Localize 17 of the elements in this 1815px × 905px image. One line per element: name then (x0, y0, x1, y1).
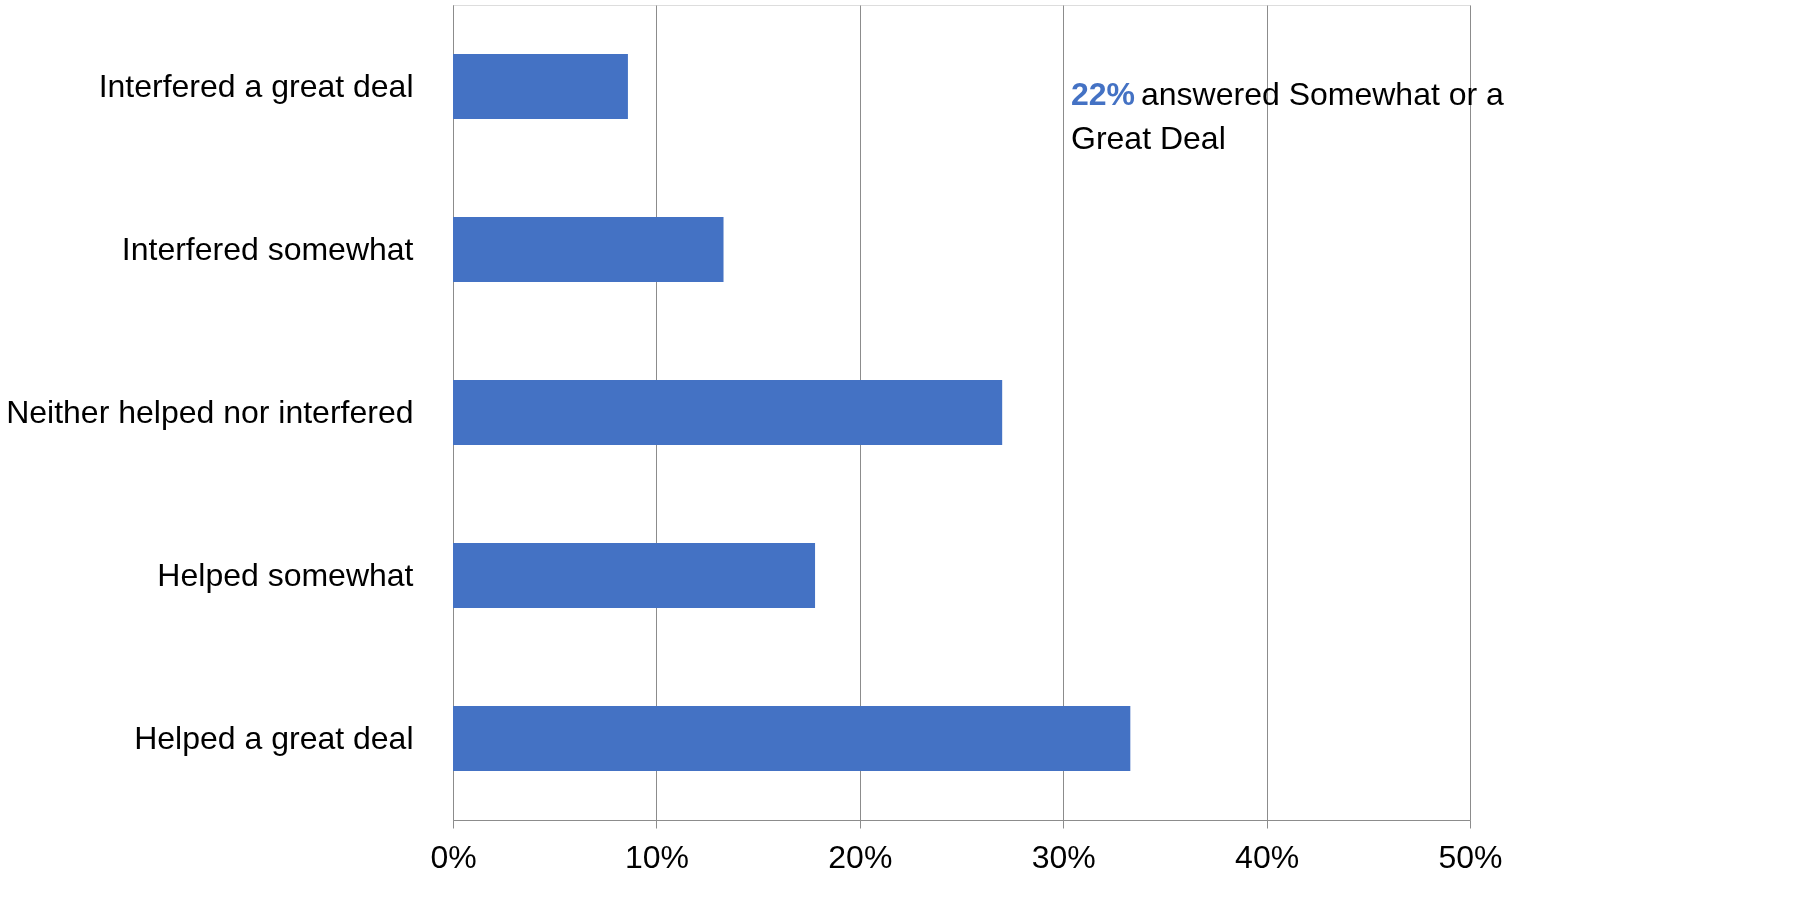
y-tick-label: Helped a great deal (134, 719, 414, 756)
x-tick-label: 40% (1235, 838, 1300, 875)
x-tick-label: 10% (624, 838, 689, 875)
bar (453, 53, 628, 120)
annotation: 22% answered Somewhat or a Great Deal (1071, 76, 1505, 156)
y-tick-label: Helped somewhat (157, 556, 414, 593)
bar (453, 542, 816, 609)
y-tick-label: Interfered a great deal (98, 67, 414, 104)
bar (453, 379, 1003, 446)
y-tick-label: Neither helped nor interfered (6, 393, 414, 430)
bar (453, 216, 724, 283)
x-tick-label: 50% (1438, 838, 1503, 875)
y-tick-label: Interfered somewhat (121, 230, 414, 267)
bar (453, 705, 1131, 772)
x-tick-label: 20% (828, 838, 893, 875)
x-tick-label: 30% (1031, 838, 1096, 875)
x-tick-label: 0% (430, 838, 477, 875)
